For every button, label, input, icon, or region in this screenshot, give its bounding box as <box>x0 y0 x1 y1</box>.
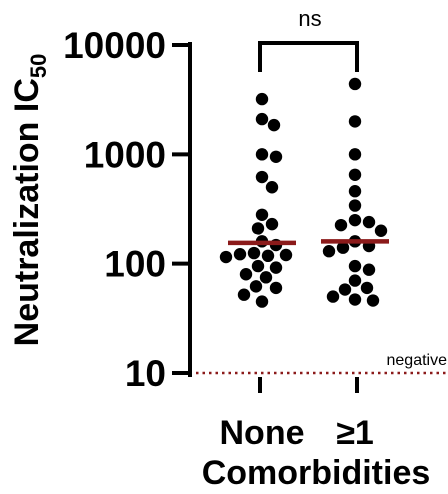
y-axis-title-main: Neutralization IC <box>8 78 46 346</box>
data-point <box>362 215 376 229</box>
data-point <box>265 181 279 194</box>
y-tick-label: 10 <box>125 353 166 394</box>
data-point <box>251 259 265 273</box>
data-point <box>348 293 362 306</box>
y-tick-label: 10000 <box>63 25 166 66</box>
x-category-ge1: ≥1 <box>336 414 374 452</box>
data-point <box>259 271 273 284</box>
data-point <box>348 115 362 128</box>
data-point <box>338 283 352 296</box>
data-point <box>255 148 269 161</box>
data-point <box>336 241 350 254</box>
data-point <box>255 170 269 184</box>
data-point <box>348 77 362 91</box>
x-axis-title: Comorbidities <box>202 454 431 492</box>
significance-label: ns <box>298 6 321 31</box>
negative-reference-label: negative <box>387 352 448 369</box>
data-point <box>334 218 348 232</box>
data-point <box>237 288 251 301</box>
data-point <box>255 92 269 106</box>
data-point <box>348 259 362 273</box>
data-point <box>261 249 275 263</box>
data-point <box>269 261 283 274</box>
data-point <box>269 281 283 295</box>
data-point <box>255 295 269 308</box>
y-axis-title: Neutralization IC50 <box>8 54 51 347</box>
median-lines <box>228 239 389 246</box>
significance-bracket <box>258 41 359 72</box>
data-point <box>239 268 253 281</box>
y-axis-title-sub: 50 <box>26 54 51 78</box>
data-point <box>279 248 293 262</box>
data-point <box>255 208 269 221</box>
y-ticks: 10 100 1000 10000 <box>63 25 190 394</box>
data-point <box>348 274 362 287</box>
data-point <box>251 222 265 235</box>
data-point <box>366 294 380 307</box>
data-point <box>322 245 336 258</box>
data-point <box>348 213 362 227</box>
data-point <box>374 224 388 237</box>
y-tick-label: 100 <box>104 244 166 285</box>
data-point <box>265 217 279 231</box>
data-point <box>255 112 269 126</box>
data-point <box>219 250 233 264</box>
x-category-none: None <box>220 414 305 452</box>
data-point <box>247 246 261 260</box>
data-point <box>362 263 376 276</box>
y-tick-label: 1000 <box>84 134 166 175</box>
data-point <box>360 281 374 295</box>
data-point <box>348 168 362 181</box>
data-point <box>348 148 362 161</box>
data-point <box>348 199 362 212</box>
data-point <box>233 248 247 261</box>
data-point <box>267 118 281 132</box>
data-points <box>219 77 388 308</box>
data-point <box>269 150 283 163</box>
data-point <box>249 280 263 293</box>
data-point <box>326 290 340 303</box>
data-point <box>348 185 362 198</box>
